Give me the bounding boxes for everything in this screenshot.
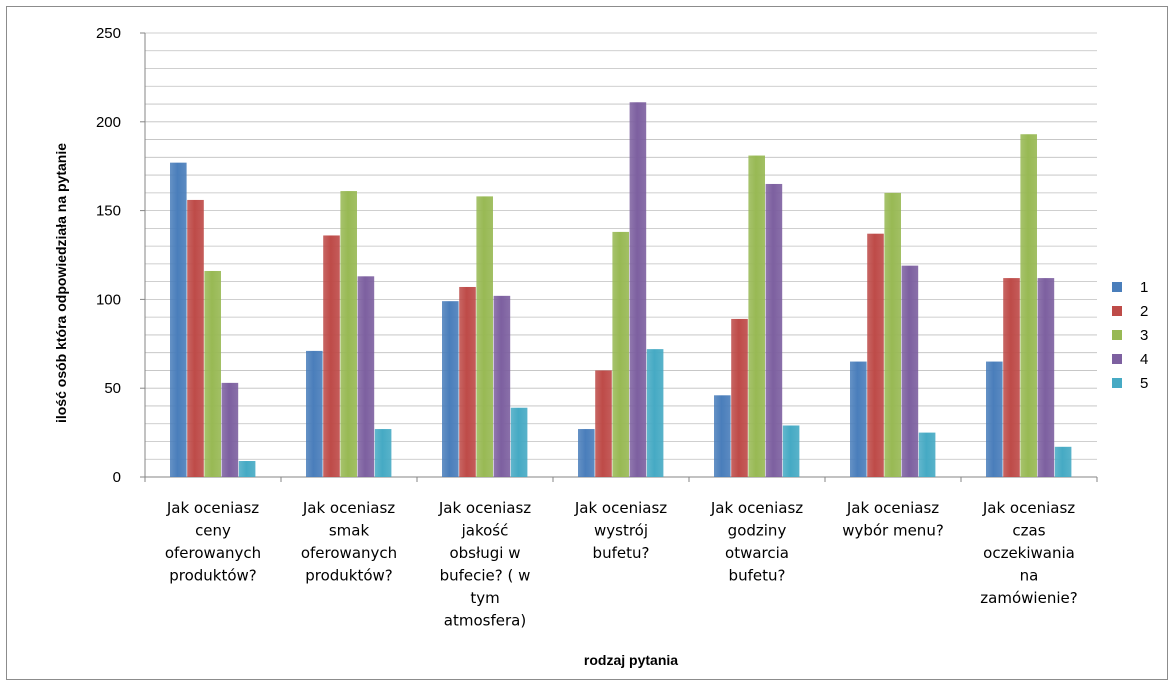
y-axis-title: ilość osób która odpowiedziała na pytani…	[53, 143, 69, 423]
x-category-label: otwarcia	[725, 544, 789, 562]
bar-series-4-cat-5	[765, 183, 783, 477]
bar-series-5-cat-1	[238, 461, 256, 477]
bar-series-5-cat-5	[782, 425, 800, 477]
legend-swatch-5	[1112, 378, 1122, 388]
bar-series-2-cat-1	[187, 199, 204, 477]
bar-series-2-cat-6	[867, 233, 884, 477]
x-category-label: wystrój	[594, 522, 648, 540]
x-category-label: oferowanych	[165, 544, 261, 562]
legend-label-3: 3	[1140, 327, 1148, 344]
y-tick-label: 250	[96, 25, 121, 42]
bar-series-1-cat-3	[442, 301, 459, 477]
x-category-label: na	[1020, 567, 1039, 585]
x-category-label: produktów?	[305, 567, 393, 585]
bar-series-2-cat-4	[595, 370, 612, 477]
bar-series-1-cat-5	[714, 395, 731, 477]
bar-series-2-cat-3	[459, 286, 476, 477]
bar-series-1-cat-1	[170, 162, 187, 477]
legend-swatch-1	[1112, 282, 1122, 292]
y-tick-label: 100	[96, 291, 121, 308]
x-category-label: Jak oceniasz	[846, 499, 939, 517]
axes: 0 50 100 150 200 250	[96, 25, 1098, 486]
y-tick-label: 50	[104, 380, 121, 397]
bar-series-5-cat-4	[646, 349, 664, 477]
x-category-label: atmosfera)	[444, 612, 526, 630]
bar-series-1-cat-7	[986, 361, 1003, 477]
bar-series-4-cat-7	[1037, 278, 1055, 477]
y-tick-label: 200	[96, 114, 121, 131]
x-axis-title: rodzaj pytania	[584, 652, 678, 668]
category-labels: Jak oceniasz ceny oferowanych produktów? Jak…	[165, 499, 1078, 630]
legend-label-4: 4	[1140, 351, 1148, 368]
bar-series-3-cat-7	[1020, 134, 1037, 477]
bar-series-3-cat-5	[748, 155, 765, 477]
x-category-label: oczekiwania	[983, 544, 1075, 562]
legend-swatch-3	[1112, 330, 1122, 340]
x-category-label: Jak oceniasz	[302, 499, 395, 517]
x-category-label: smak	[329, 522, 370, 540]
bar-series-3-cat-1	[204, 270, 221, 477]
bar-series-1-cat-6	[850, 361, 867, 477]
y-tick-label: 0	[113, 469, 121, 486]
x-category-label: wybór menu?	[842, 522, 944, 540]
x-category-label: bufecie? ( w	[440, 567, 531, 585]
bar-series-4-cat-1	[221, 382, 239, 477]
x-category-label: godziny	[728, 522, 787, 540]
bar-series-1-cat-4	[578, 429, 595, 477]
bar-series-3-cat-3	[476, 196, 493, 477]
x-category-label: Jak oceniasz	[438, 499, 531, 517]
x-category-label: Jak oceniasz	[710, 499, 803, 517]
bar-series-2-cat-7	[1003, 278, 1020, 477]
x-category-label: produktów?	[169, 567, 257, 585]
x-category-label: bufetu?	[593, 544, 650, 562]
legend-swatch-4	[1112, 354, 1122, 364]
x-category-label: jakość	[461, 522, 509, 540]
bar-series-5-cat-2	[374, 429, 392, 477]
x-category-label: zamówienie?	[980, 589, 1077, 607]
x-category-label: Jak oceniasz	[574, 499, 667, 517]
x-category-label: Jak oceniasz	[166, 499, 259, 517]
bars	[170, 102, 1072, 477]
bar-series-3-cat-2	[340, 191, 357, 477]
y-tick-label: 150	[96, 203, 121, 220]
legend: 1 2 3 4 5	[1112, 279, 1148, 392]
bar-series-2-cat-2	[323, 235, 340, 477]
bar-series-3-cat-6	[884, 192, 901, 477]
x-category-label: tym	[470, 589, 499, 607]
legend-swatch-2	[1112, 306, 1122, 316]
x-category-label: oferowanych	[301, 544, 397, 562]
bar-series-2-cat-5	[731, 318, 748, 477]
bar-series-4-cat-6	[901, 265, 919, 477]
legend-label-1: 1	[1140, 279, 1148, 296]
bar-series-4-cat-4	[629, 102, 647, 477]
legend-label-5: 5	[1140, 375, 1148, 392]
bar-series-5-cat-3	[510, 407, 528, 477]
bar-series-3-cat-4	[612, 231, 629, 477]
legend-label-2: 2	[1140, 303, 1148, 320]
x-category-label: ceny	[195, 522, 231, 540]
bar-series-5-cat-6	[918, 432, 936, 477]
bar-series-1-cat-2	[306, 350, 323, 477]
bar-series-4-cat-3	[493, 295, 511, 477]
bar-series-4-cat-2	[357, 276, 375, 477]
x-category-label: Jak oceniasz	[982, 499, 1075, 517]
x-category-label: bufetu?	[729, 567, 786, 585]
x-category-label: obsługi w	[449, 544, 520, 562]
x-category-label: czas	[1012, 522, 1045, 540]
bar-series-5-cat-7	[1054, 446, 1072, 477]
